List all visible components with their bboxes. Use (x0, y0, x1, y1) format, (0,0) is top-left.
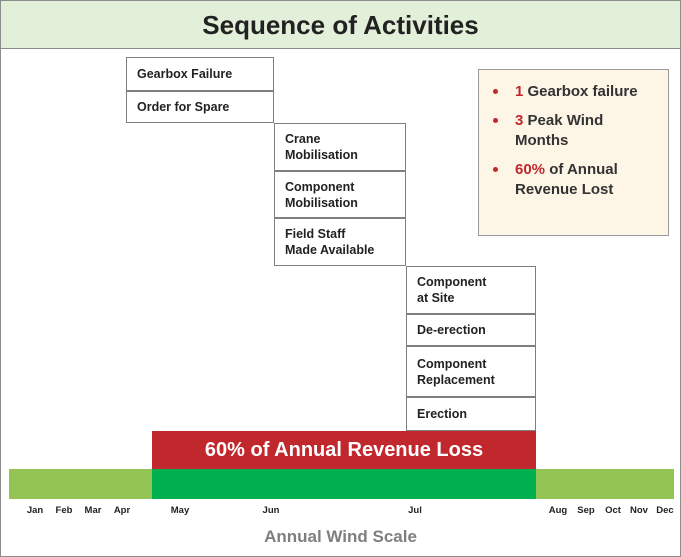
month-label: Mar (84, 505, 102, 516)
activity-box: Component Replacement (406, 346, 536, 397)
month-label: Aug (548, 505, 568, 516)
bullet (493, 167, 498, 172)
month-label: Jul (408, 505, 422, 516)
summary-number: 60% (515, 161, 546, 178)
activity-label: Order for Spare (137, 100, 230, 114)
activity-box: Order for Spare (126, 91, 274, 123)
activity-label: Component (285, 179, 355, 194)
activity-label: at Site (417, 291, 455, 305)
summary-text: of Annual (549, 161, 618, 178)
summary-text: Gearbox failure (527, 83, 638, 100)
month-label: Feb (55, 505, 73, 516)
summary-line: Months (515, 131, 668, 151)
summary-number: 3 (515, 112, 524, 129)
loss-bar: 60% of Annual Revenue Loss (152, 431, 536, 469)
activity-label: Component (417, 356, 487, 371)
activity-label: Made Available (285, 243, 375, 257)
activity-label: Replacement (417, 372, 495, 387)
activity-box: Component Mobilisation (274, 171, 406, 218)
month-label: May (170, 505, 190, 516)
summary-line: Revenue Lost (515, 180, 668, 200)
activity-box: Crane Mobilisation (274, 123, 406, 171)
summary-item: 60% of Annual Revenue Lost (493, 160, 668, 200)
activity-box: Component at Site (406, 266, 536, 314)
peak-band (152, 469, 536, 499)
summary-line: 1 Gearbox failure (515, 82, 668, 102)
activity-label: Mobilisation (285, 148, 358, 162)
summary-line: 3 Peak Wind (515, 111, 668, 131)
title: Sequence of Activities (1, 1, 680, 49)
scale-label: Annual Wind Scale (264, 527, 417, 546)
activity-label: Field Staff (285, 227, 346, 241)
activity-box: Erection (406, 397, 536, 431)
bullet (493, 89, 498, 94)
summary-number: 1 (515, 83, 524, 100)
month-label: Jun (262, 505, 280, 516)
summary-line: 60% of Annual (515, 160, 668, 180)
activity-label: Erection (417, 407, 468, 421)
activity-box: De-erection (406, 314, 536, 346)
month-label: Jan (26, 505, 44, 516)
summary-item: 3 Peak Wind Months (493, 111, 668, 151)
activity-label: Crane (285, 132, 321, 146)
summary-item: 1 Gearbox failure (493, 82, 668, 102)
activity-box: Gearbox Failure (126, 57, 274, 91)
bullet (493, 118, 498, 123)
summary-box: 1 Gearbox failure 3 Peak Wind Months 60% of… (478, 69, 669, 236)
month-label: Oct (605, 505, 621, 516)
month-label: Nov (630, 505, 648, 516)
month-label: Dec (656, 505, 674, 516)
activity-label: Component (417, 275, 487, 289)
summary-text: Peak Wind (527, 112, 604, 129)
summary-text: Months (515, 132, 569, 149)
activity-box: Field Staff Made Available (274, 218, 406, 266)
activity-label: De-erection (417, 323, 486, 337)
month-label: Apr (113, 505, 131, 516)
activity-label: Mobilisation (285, 195, 358, 210)
activity-label: Gearbox Failure (137, 67, 233, 81)
month-label: Sep (577, 505, 595, 516)
summary-text: Revenue Lost (515, 181, 614, 198)
